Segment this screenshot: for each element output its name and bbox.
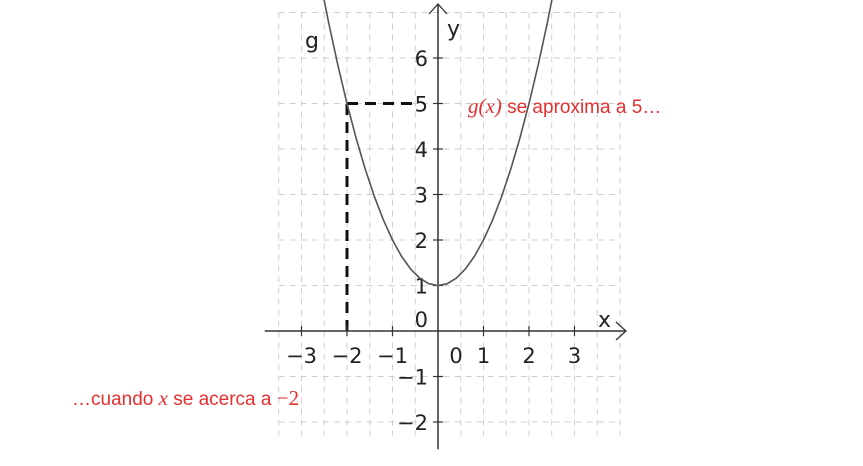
- y-tick-label: 4: [415, 138, 428, 162]
- axes: [264, 3, 627, 450]
- x-tick-label: 1: [477, 344, 490, 368]
- x-tick-label: 3: [568, 344, 581, 368]
- y-tick-label: 2: [415, 229, 428, 253]
- y-tick-label: −1: [397, 366, 428, 390]
- annotation-approaches-minus-2: …cuando x se acerca a −2: [72, 386, 299, 411]
- y-tick-label: 1: [415, 275, 428, 299]
- curve-group: [323, 0, 553, 287]
- y-tick-label: −2: [397, 411, 428, 435]
- x-tick-label: 2: [522, 344, 535, 368]
- annotation-prefix: …cuando: [72, 389, 159, 410]
- x-tick-label: −2: [332, 344, 363, 368]
- y-axis-arrow: [428, 3, 448, 15]
- annotation-approaches-5: g(x) se aproxima a 5…: [468, 94, 661, 119]
- grid: [278, 12, 621, 436]
- y-axis-label: y: [447, 17, 460, 42]
- x-tick-label: −3: [286, 344, 317, 368]
- x-tick-label: 0: [449, 344, 462, 368]
- y-tick-label: 5: [415, 93, 428, 117]
- x-tick-label: −1: [377, 344, 408, 368]
- series-line-g: [323, 0, 553, 287]
- annotation-text: se aproxima a 5…: [501, 97, 662, 118]
- x-axis-arrow: [615, 321, 627, 341]
- annotation-mid: se acerca a: [167, 389, 277, 410]
- y-tick-label: 0: [415, 308, 428, 332]
- x-axis-label: x: [598, 308, 611, 333]
- annotation-math: g(x): [468, 94, 502, 118]
- function-label: g: [305, 29, 319, 54]
- annotation-var: x: [158, 386, 168, 410]
- guide-lines: [345, 102, 418, 331]
- y-tick-label: 6: [415, 47, 428, 71]
- annotation-value: −2: [276, 386, 300, 410]
- y-tick-label: 3: [415, 184, 428, 208]
